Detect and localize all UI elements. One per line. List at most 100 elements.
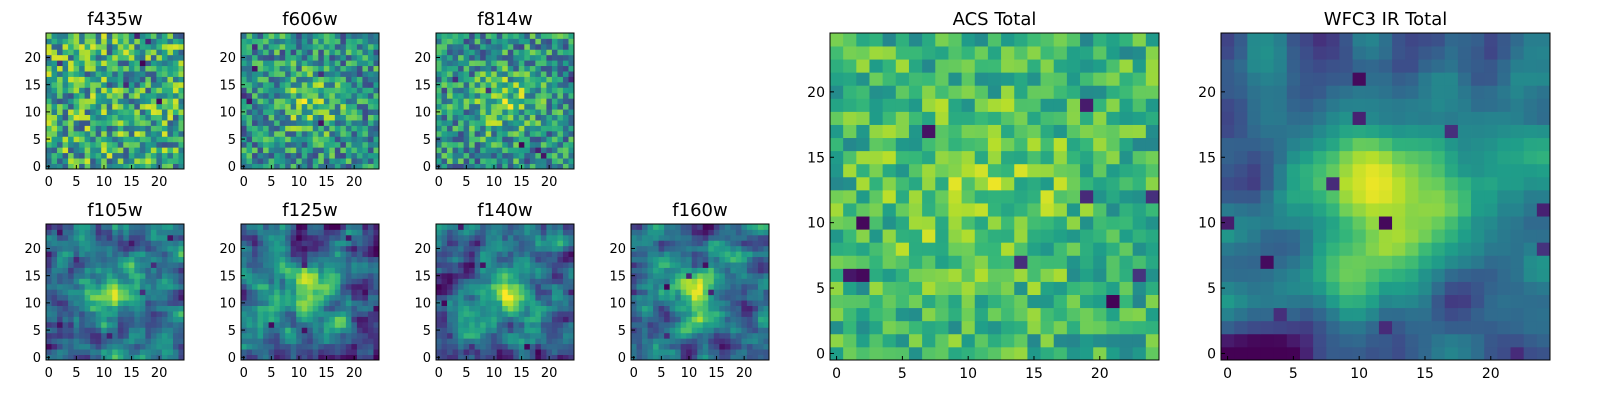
heatmap-cell	[51, 332, 58, 339]
heatmap-cell	[62, 76, 69, 83]
heatmap-cell	[373, 311, 380, 317]
heatmap-cell	[373, 147, 380, 154]
heatmap-cell	[57, 354, 63, 361]
heatmap-cell	[895, 346, 910, 361]
heatmap-cell	[290, 354, 297, 361]
heatmap-cell	[458, 114, 464, 121]
heatmap-cell	[882, 176, 897, 191]
heatmap-cell	[241, 130, 247, 137]
heatmap-cell	[1145, 268, 1160, 282]
heatmap-cell	[79, 240, 86, 247]
heatmap-cell	[145, 289, 152, 296]
heatmap-cell	[524, 71, 531, 77]
heatmap-cell	[79, 234, 86, 241]
heatmap-cell	[318, 234, 325, 241]
heatmap-cell	[713, 251, 720, 258]
heatmap-cell	[84, 311, 91, 317]
heatmap-cell	[458, 332, 464, 339]
heatmap-cell	[480, 332, 487, 339]
heatmap-cell	[568, 103, 575, 110]
heatmap-cell	[463, 87, 470, 94]
x-tick-label: 10	[486, 366, 503, 381]
heatmap-cell	[51, 43, 58, 50]
heatmap-cell	[491, 125, 498, 132]
heatmap-cell	[172, 92, 179, 99]
heatmap-cell	[73, 321, 80, 328]
heatmap-cell	[463, 256, 470, 263]
heatmap-cell	[362, 321, 369, 328]
heatmap-cell	[568, 354, 575, 361]
heatmap-cell	[334, 125, 341, 132]
heatmap-cell	[279, 272, 286, 279]
heatmap-cell	[312, 92, 319, 99]
heatmap-cell	[513, 316, 520, 323]
heatmap-cell	[1014, 268, 1028, 282]
heatmap-cell	[680, 300, 687, 306]
heatmap-cell	[436, 141, 442, 148]
heatmap-cell	[653, 305, 659, 312]
heatmap-cell	[79, 267, 86, 274]
heatmap-cell	[268, 311, 275, 317]
heatmap-cell	[568, 229, 575, 236]
heatmap-cell	[150, 33, 157, 39]
heatmap-cell	[117, 87, 124, 94]
heatmap-cell	[1080, 163, 1094, 178]
heatmap-cell	[830, 203, 844, 217]
heatmap-cell	[252, 81, 258, 88]
heatmap-cell	[507, 262, 514, 268]
heatmap-cell	[948, 163, 962, 178]
heatmap-cell	[301, 92, 308, 99]
heatmap-cell	[513, 262, 520, 268]
heatmap-cell	[257, 234, 264, 241]
heatmap-cell	[741, 278, 748, 285]
heatmap-cell	[691, 262, 698, 268]
heatmap-cell	[507, 332, 514, 339]
heatmap-cell	[318, 120, 325, 126]
heatmap-cell	[1080, 294, 1094, 309]
heatmap-cell	[757, 332, 764, 339]
heatmap-cell	[252, 103, 258, 110]
heatmap-cell	[68, 272, 74, 279]
heatmap-cell	[68, 343, 74, 350]
heatmap-cell	[307, 311, 314, 317]
heatmap-cell	[562, 229, 569, 236]
heatmap-cell	[263, 125, 269, 132]
heatmap-cell	[290, 272, 297, 279]
heatmap-cell	[551, 327, 558, 334]
heatmap-cell	[686, 229, 693, 236]
heatmap-cell	[252, 125, 258, 132]
axes-frame	[435, 223, 575, 361]
heatmap-cell	[112, 300, 119, 306]
heatmap-cell	[551, 289, 558, 296]
heatmap-cell	[518, 229, 525, 236]
heatmap-cell	[697, 338, 704, 345]
heatmap-cell	[518, 283, 525, 290]
heatmap-cell	[178, 71, 185, 77]
heatmap-cell	[535, 343, 542, 350]
heatmap-cell	[669, 289, 676, 296]
heatmap-cell	[436, 256, 442, 263]
heatmap-cell	[307, 147, 314, 154]
heatmap-cell	[469, 147, 476, 154]
heatmap-cell	[735, 316, 742, 323]
heatmap-cell	[507, 136, 514, 143]
heatmap-cell	[447, 338, 453, 345]
heatmap-cell	[301, 316, 308, 323]
heatmap-cell	[1027, 124, 1041, 139]
heatmap-cell	[697, 251, 704, 258]
heatmap-cell	[513, 136, 520, 143]
heatmap-cell	[557, 38, 564, 45]
heatmap-cell	[441, 163, 448, 170]
heatmap-cell	[68, 229, 74, 236]
heatmap-cell	[551, 267, 558, 274]
heatmap-cell	[279, 33, 286, 39]
heatmap-cell	[1145, 320, 1160, 335]
heatmap-cell	[340, 354, 347, 361]
heatmap-cell	[334, 87, 341, 94]
heatmap-cell	[452, 130, 459, 137]
heatmap-cell	[447, 43, 453, 50]
heatmap-cell	[882, 242, 897, 256]
heatmap-cell	[474, 65, 481, 72]
heatmap-cell	[458, 343, 464, 350]
heatmap-cell	[496, 316, 503, 323]
